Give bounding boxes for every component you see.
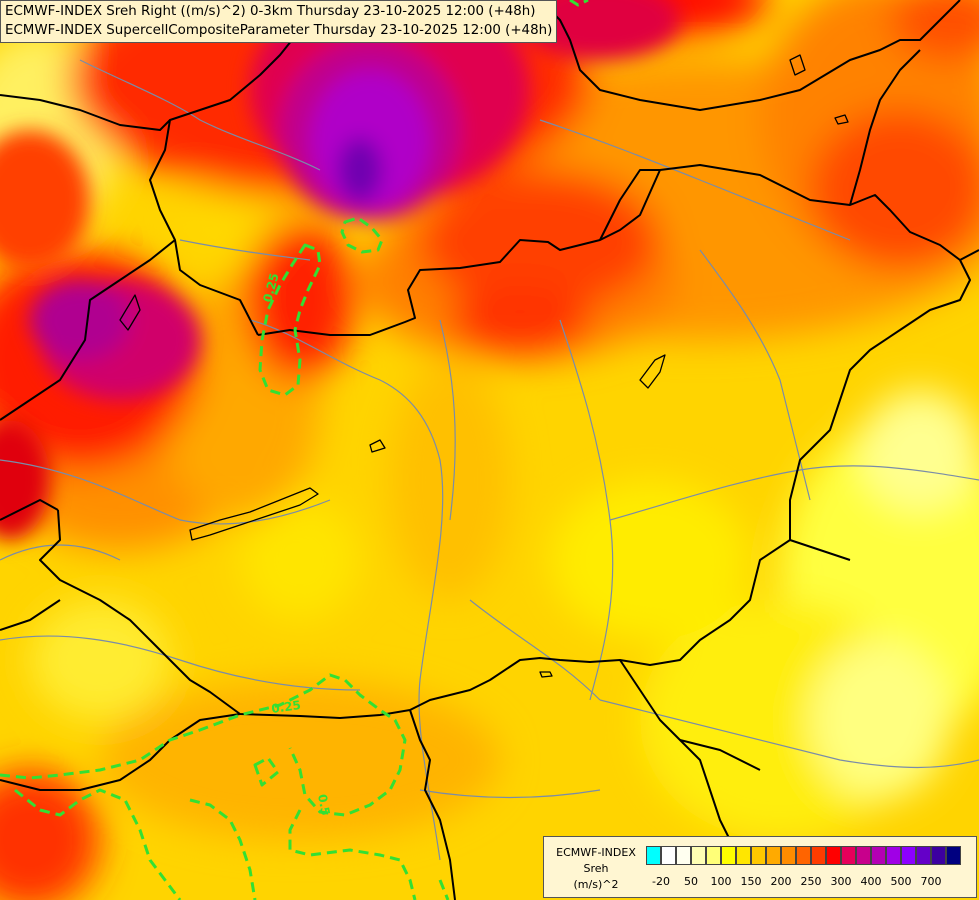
legend-tick-label: 400 [860,875,882,888]
legend-tick-label: 500 [890,875,912,888]
legend-swatch [781,846,796,865]
legend-source: ECMWF-INDEX [556,846,636,859]
legend-tick-label: 700 [920,875,942,888]
legend-swatch [916,846,931,865]
legend-swatch [886,846,901,865]
legend-swatch [766,846,781,865]
legend-swatch [931,846,946,865]
legend-caption: ECMWF-INDEX Sreh (m/s)^2 [548,845,644,893]
legend-tick-label: 100 [710,875,732,888]
legend-swatch [871,846,886,865]
contour-label: 0.5 [315,793,332,816]
title-line-sreh: ECMWF-INDEX Sreh Right ((m/s)^2) 0-3km T… [5,4,536,19]
legend-swatch [946,846,961,865]
legend-swatch [721,846,736,865]
legend-swatch [811,846,826,865]
legend-swatch [901,846,916,865]
scp-contours [0,0,589,900]
legend-swatch [646,846,661,865]
legend-swatch [826,846,841,865]
river-lines [0,59,979,861]
legend-swatch [661,846,676,865]
legend-swatch [856,846,871,865]
map-title-box: ECMWF-INDEX Sreh Right ((m/s)^2) 0-3km T… [0,0,558,43]
legend-swatch [796,846,811,865]
sreh-field-peaks [0,0,680,540]
legend-variable: Sreh [583,862,609,875]
title-line-scp: ECMWF-INDEX SupercellCompositeParameter … [5,23,553,38]
legend-tick-label: 50 [684,875,698,888]
legend-swatch [706,846,721,865]
legend-tick-label: -20 [652,875,670,888]
contour-label: 0.25 [270,698,301,716]
legend-tick-label: 200 [770,875,792,888]
color-legend: ECMWF-INDEX Sreh (m/s)^2 -20 50 100 150 200 2… [543,836,977,898]
legend-swatch [691,846,706,865]
legend-tick-label: 250 [800,875,822,888]
legend-swatch [841,846,856,865]
legend-tick-label: 150 [740,875,762,888]
legend-swatch [751,846,766,865]
legend-swatch [736,846,751,865]
legend-swatch [676,846,691,865]
legend-unit: (m/s)^2 [573,878,619,891]
legend-tick-label: 300 [830,875,852,888]
